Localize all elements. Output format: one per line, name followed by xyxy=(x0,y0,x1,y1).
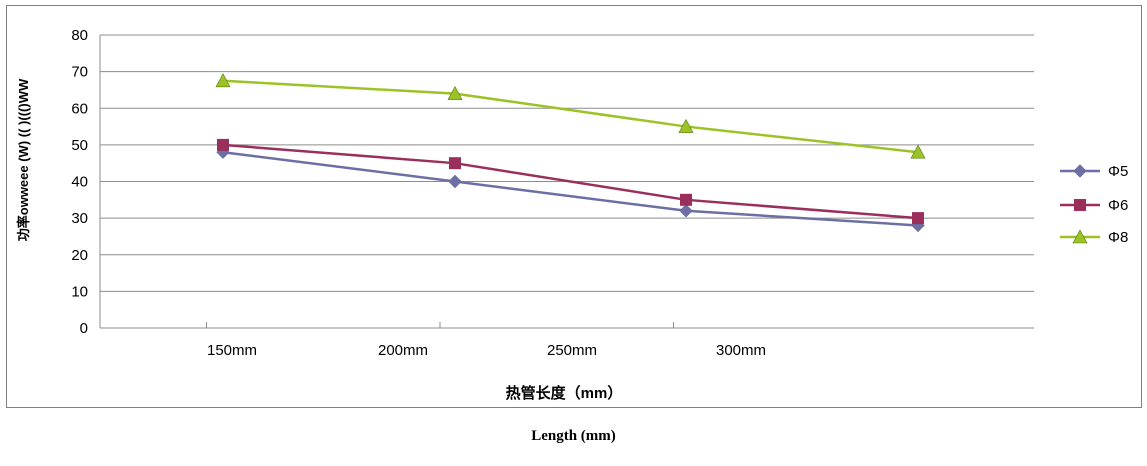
x-tick-label: 300mm xyxy=(716,342,766,359)
x-tick-label: 150mm xyxy=(207,342,257,359)
series-line xyxy=(222,79,919,154)
y-axis-title: 功率owweee (W) (( )((()WW xyxy=(16,78,31,241)
y-tick-label: 0 xyxy=(80,320,88,337)
triangle-marker xyxy=(910,144,926,159)
series-line xyxy=(222,143,919,220)
series-lines xyxy=(215,73,926,233)
line-chart: 0 10 20 30 40 50 60 70 80 150mm 200mm 250mm 300mm Φ5… xyxy=(16,27,1128,402)
y-tick-label: 60 xyxy=(71,100,88,117)
triangle-marker xyxy=(215,73,231,88)
axes: 0 10 20 30 40 50 60 70 80 150mm 200mm 250mm 300mm xyxy=(71,27,1034,359)
legend-label: Φ6 xyxy=(1108,197,1128,214)
legend: Φ5 Φ6 Φ8 xyxy=(1060,163,1128,246)
chart-frame xyxy=(6,5,1142,408)
y-tick-label: 70 xyxy=(71,64,88,81)
square-marker xyxy=(217,138,229,151)
legend-label: Φ5 xyxy=(1108,163,1128,180)
y-tick-label: 80 xyxy=(71,27,88,44)
series-triangle xyxy=(215,73,926,159)
triangle-marker xyxy=(447,85,463,100)
square-marker xyxy=(680,193,692,206)
diamond-marker xyxy=(679,204,693,218)
series-diamond xyxy=(216,145,925,233)
figure-caption: Length (mm) xyxy=(531,428,616,444)
square-marker xyxy=(912,212,924,225)
y-tick-label: 50 xyxy=(71,137,88,154)
series-square xyxy=(217,138,924,225)
y-tick-label: 20 xyxy=(71,247,88,264)
y-tick-label: 30 xyxy=(71,210,88,227)
x-tick-label: 250mm xyxy=(547,342,597,359)
diamond-marker xyxy=(1073,164,1087,178)
legend-label: Φ8 xyxy=(1108,229,1128,246)
y-tick-label: 10 xyxy=(71,283,88,300)
y-tick-label: 40 xyxy=(71,174,88,191)
triangle-marker xyxy=(678,118,694,133)
square-marker xyxy=(1074,199,1086,211)
diamond-marker xyxy=(448,174,462,189)
square-marker xyxy=(449,157,461,170)
legend-item: Φ6 xyxy=(1060,197,1128,214)
series-line xyxy=(222,150,919,227)
legend-item: Φ5 xyxy=(1060,163,1128,180)
x-tick-label: 200mm xyxy=(378,342,428,359)
triangle-marker xyxy=(1072,229,1088,244)
x-axis-title: 热管长度（mm） xyxy=(506,384,623,402)
legend-item: Φ8 xyxy=(1060,229,1128,246)
